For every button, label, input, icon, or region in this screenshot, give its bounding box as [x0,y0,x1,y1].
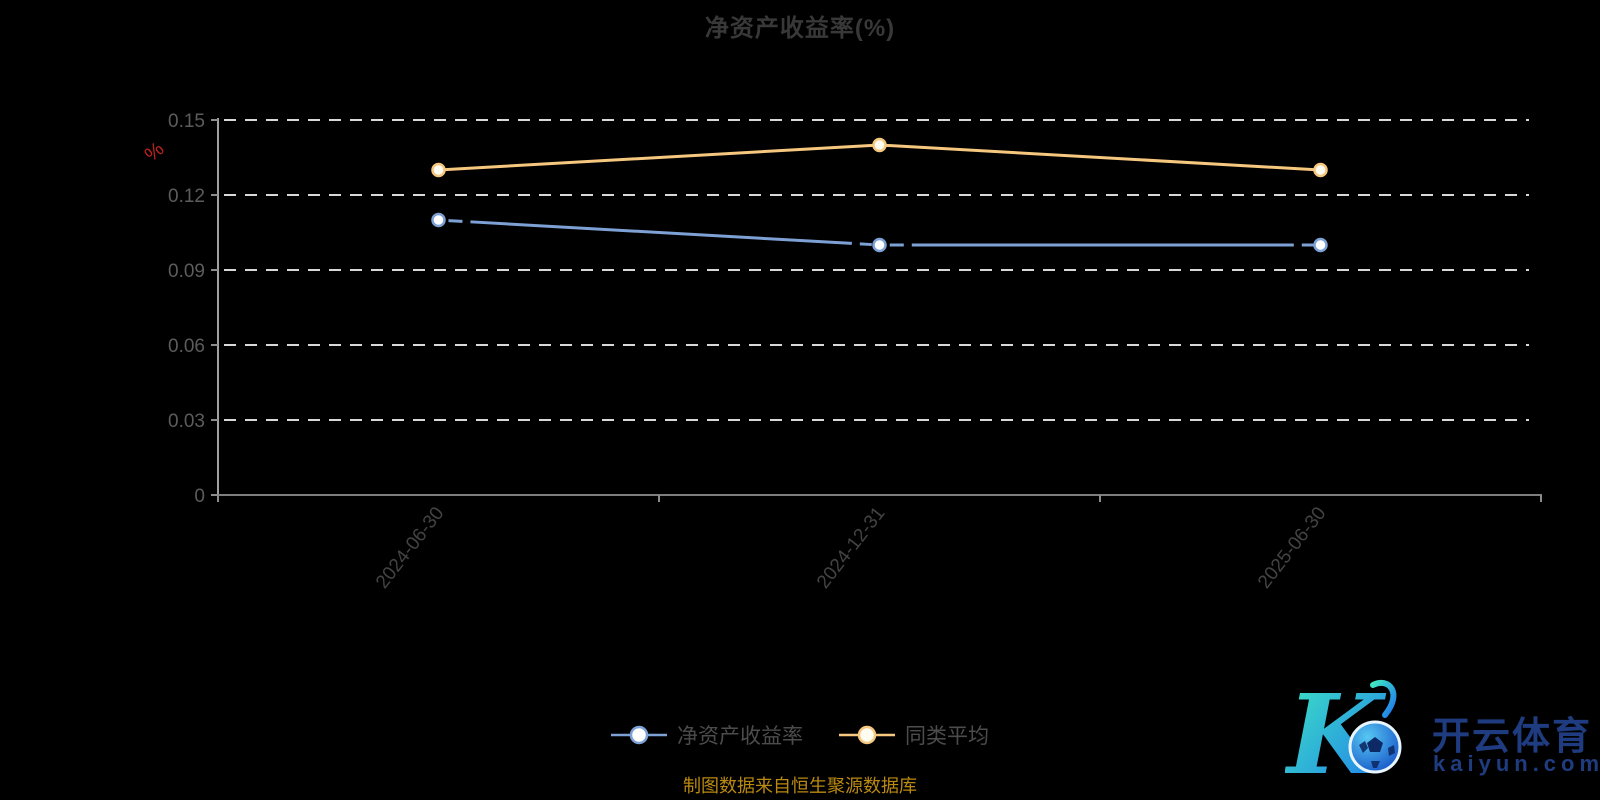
y-tick-label: 0.09 [168,261,205,282]
x-axis-label: 2024-12-31 [813,503,889,593]
legend: 净资产收益率 同类平均 [0,713,1600,757]
data-point-s0-0[interactable] [431,212,446,228]
watermark-brand-text: 开云体育 [1432,716,1593,758]
x-axis-label: 2024-06-30 [372,503,448,593]
legend-label-roe: 净资产收益率 [677,725,803,748]
chart-title: 净资产收益率(%) [704,15,896,42]
data-point-s1-2[interactable] [1313,162,1328,178]
line-circle-icon [839,725,895,745]
legend-item-peer-average[interactable]: 同类平均 [839,720,989,750]
watermark: K 开云体育 kaiyun.com [1285,655,1600,800]
x-axis-label: 2025-06-30 [1254,503,1330,593]
y-tick-label: 0.12 [168,186,205,207]
data-point-s0-1[interactable] [872,237,887,253]
data-source-caption: 制图数据来自恒生聚源数据库 [683,776,917,796]
y-tick-label: 0 [194,486,205,507]
kaiyun-logo-icon: K [1285,670,1402,799]
data-point-s1-0[interactable] [431,162,446,178]
line-circle-icon [611,725,667,745]
y-tick-label: 0.06 [168,336,205,357]
y-tick-label: 0.15 [168,111,205,132]
legend-item-roe[interactable]: 净资产收益率 [611,720,803,750]
series-line-0 [438,218,1321,247]
data-point-s0-2[interactable] [1313,237,1328,253]
legend-label-peer-average: 同类平均 [905,725,989,748]
data-point-s1-1[interactable] [872,137,887,153]
watermark-domain-text: kaiyun.com [1433,751,1600,776]
y-tick-label: 0.03 [168,411,205,432]
